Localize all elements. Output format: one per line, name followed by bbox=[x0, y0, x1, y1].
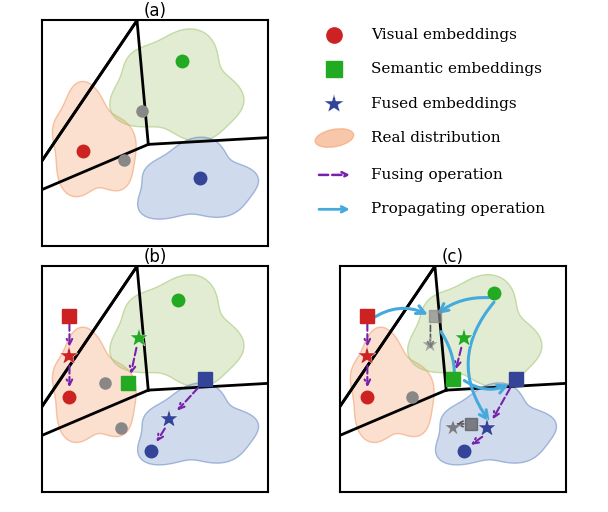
Ellipse shape bbox=[315, 129, 354, 147]
PathPatch shape bbox=[137, 137, 258, 219]
Text: (c): (c) bbox=[442, 248, 464, 266]
PathPatch shape bbox=[137, 383, 258, 465]
PathPatch shape bbox=[52, 327, 136, 442]
PathPatch shape bbox=[408, 275, 542, 387]
Text: (a): (a) bbox=[143, 3, 167, 20]
PathPatch shape bbox=[350, 327, 434, 442]
Text: Fusing operation: Fusing operation bbox=[371, 168, 503, 182]
Text: Semantic embeddings: Semantic embeddings bbox=[371, 62, 542, 76]
Text: Propagating operation: Propagating operation bbox=[371, 202, 545, 216]
Text: (b): (b) bbox=[143, 248, 167, 266]
PathPatch shape bbox=[110, 29, 244, 141]
PathPatch shape bbox=[110, 275, 244, 387]
Text: Visual embeddings: Visual embeddings bbox=[371, 28, 517, 42]
Text: Fused embeddings: Fused embeddings bbox=[371, 97, 517, 111]
Text: Real distribution: Real distribution bbox=[371, 131, 500, 145]
PathPatch shape bbox=[435, 383, 556, 465]
PathPatch shape bbox=[52, 81, 136, 197]
